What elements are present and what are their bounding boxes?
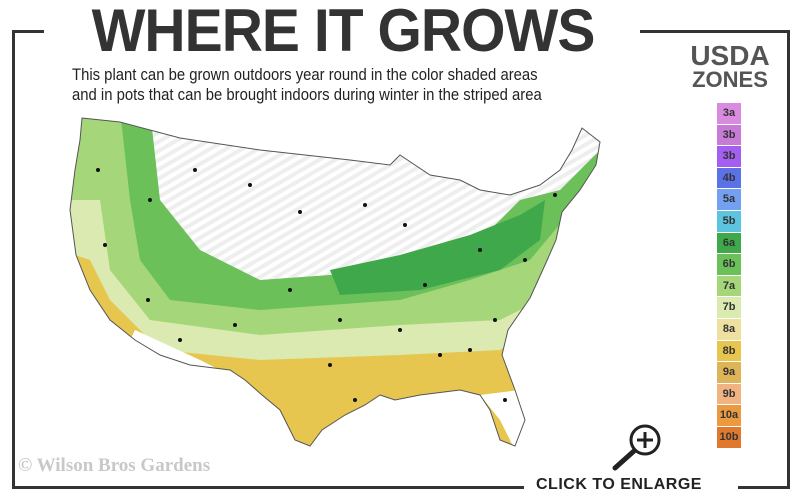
legend-zone-6a: 6a	[717, 232, 741, 254]
usda-zone-legend: 3a 3b 3b 4b 5a 5b 6a 6b 7a 7b 8a 8b 9a 9b 10a 10b	[717, 103, 741, 449]
frame-top-left	[12, 30, 44, 33]
legend-zone-5a: 5a	[717, 189, 741, 210]
zone-6a-area	[330, 200, 545, 295]
subtitle-line-1: This plant can be grown outdoors year ro…	[72, 66, 538, 84]
click-to-enlarge-link[interactable]: CLICK TO ENLARGE	[536, 476, 702, 493]
us-map-fill	[70, 118, 600, 446]
frame-bottom-right	[738, 486, 790, 489]
legend-zone-8a: 8a	[717, 318, 741, 340]
copyright-watermark: © Wilson Bros Gardens	[18, 455, 211, 476]
legend-zone-3b: 3b	[717, 146, 741, 167]
city-dots	[96, 168, 557, 402]
page-title: WHERE IT GROWS	[91, 0, 596, 64]
legend-zone-9a: 9a	[717, 362, 741, 383]
legend-zone-10b: 10b	[717, 426, 741, 448]
legend-zone-5b: 5b	[717, 210, 741, 232]
magnifier-plus-icon[interactable]	[610, 422, 666, 472]
subtitle-line-2: and in pots that can be brought indoors …	[72, 86, 542, 104]
legend-title-usda: USDA	[690, 40, 770, 71]
legend-zone-4b: 4b	[717, 167, 741, 189]
legend-zone-6b: 6b	[717, 254, 741, 275]
legend-zone-3a: 3a	[717, 103, 741, 124]
legend-title: USDA ZONES	[670, 40, 790, 92]
legend-zone-9b: 9b	[717, 383, 741, 405]
legend-zone-7b: 7b	[717, 297, 741, 318]
frame-left	[12, 30, 15, 488]
frame-right	[787, 30, 790, 488]
legend-zone-10a: 10a	[717, 405, 741, 426]
legend-zone-3b: 3b	[717, 124, 741, 146]
frame-top-right	[640, 30, 790, 33]
legend-title-zones: ZONES	[692, 67, 768, 92]
legend-zone-7a: 7a	[717, 275, 741, 297]
legend-zone-8b: 8b	[717, 340, 741, 362]
frame-bottom-left	[12, 486, 524, 489]
